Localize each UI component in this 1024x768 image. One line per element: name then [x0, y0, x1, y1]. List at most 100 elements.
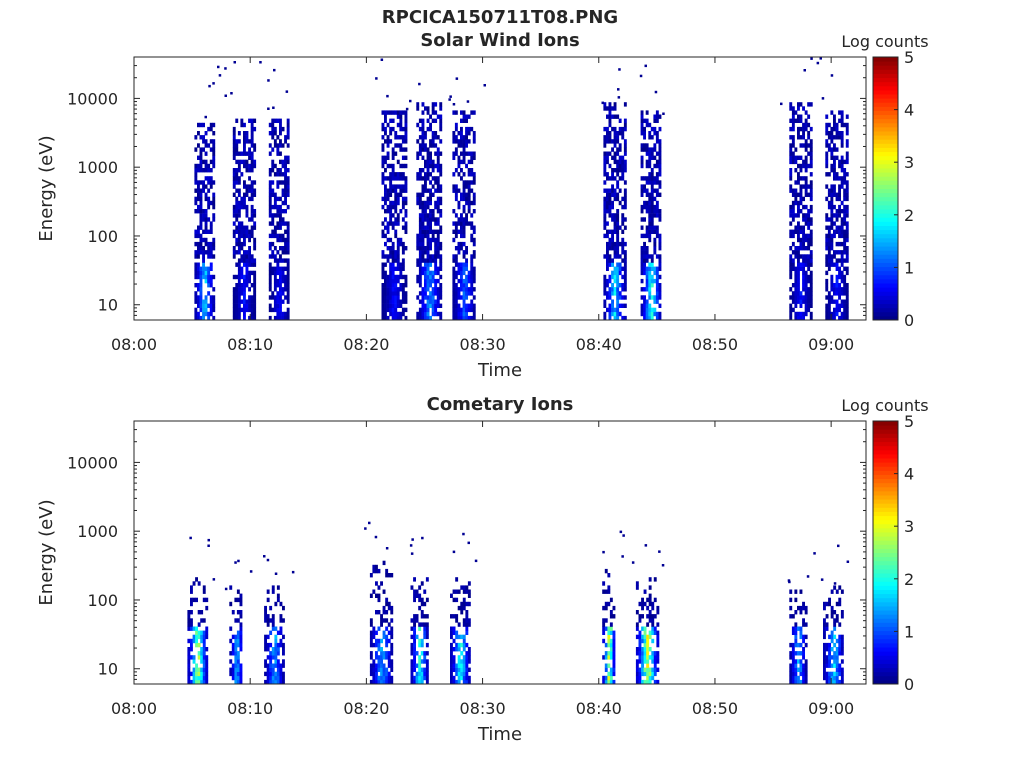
- heatmap-cell: [472, 180, 476, 185]
- heatmap-cell: [279, 626, 283, 631]
- heatmap-cell: [472, 131, 476, 136]
- heatmap-cell: [653, 295, 657, 300]
- heatmap-cell: [648, 577, 652, 582]
- heatmap-cell: [797, 102, 800, 107]
- heatmap-cell: [843, 278, 847, 284]
- heatmap-cell: [401, 172, 405, 177]
- colorbar-segment: [873, 610, 898, 615]
- heatmap-cell: [271, 675, 275, 681]
- heatmap-cell: [369, 667, 373, 672]
- heatmap-cell: [650, 172, 654, 177]
- heatmap-cell: [429, 139, 432, 144]
- heatmap-cell: [436, 299, 440, 304]
- heatmap-cell: [608, 258, 612, 263]
- heatmap-cell: [389, 180, 393, 185]
- heatmap-cell: [457, 663, 461, 668]
- heatmap-cell: [380, 651, 383, 656]
- heatmap-cell: [426, 295, 430, 300]
- heatmap-cell: [200, 630, 204, 635]
- heatmap-cell: [231, 675, 235, 681]
- heatmap-cell: [279, 233, 282, 239]
- heatmap-cell: [465, 651, 469, 656]
- heatmap-cell: [656, 679, 660, 685]
- heatmap-cell: [462, 315, 466, 321]
- heatmap-cell: [653, 655, 657, 660]
- heatmap-cell: [418, 638, 422, 644]
- heatmap-cell: [799, 311, 803, 317]
- colorbar-segment: [873, 106, 898, 111]
- heatmap-cell: [472, 287, 476, 292]
- heatmap-cell: [467, 159, 471, 165]
- heatmap-cell: [835, 126, 839, 132]
- heatmap-cell: [434, 278, 438, 284]
- heatmap-cell: [648, 610, 652, 615]
- heatmap-cell: [421, 110, 425, 115]
- heatmap-cell: [608, 139, 612, 144]
- heatmap-cell: [232, 250, 236, 255]
- heatmap-cell: [618, 168, 622, 173]
- heatmap-cell: [462, 143, 466, 148]
- heatmap-cell: [838, 287, 841, 292]
- heatmap-cell: [465, 283, 468, 288]
- heatmap-cell: [789, 663, 793, 668]
- heatmap-cell: [462, 278, 466, 284]
- heatmap-cell: [823, 671, 826, 677]
- heatmap-cell: [204, 143, 208, 148]
- heatmap-cell: [396, 143, 400, 148]
- heatmap-cell: [209, 266, 213, 271]
- heatmap-cell: [268, 241, 272, 247]
- heatmap-cell: [460, 126, 463, 132]
- heatmap-cell: [268, 246, 272, 251]
- heatmap-cell: [802, 176, 805, 181]
- heatmap-outlier: [821, 97, 825, 100]
- heatmap-cell: [603, 254, 607, 259]
- heatmap-cell: [390, 647, 394, 652]
- heatmap-cell: [643, 311, 646, 317]
- heatmap-cell: [281, 258, 285, 263]
- colorbar-segment: [873, 307, 898, 313]
- heatmap-cell: [623, 196, 627, 202]
- heatmap-cell: [470, 283, 474, 288]
- heatmap-cell: [833, 250, 836, 255]
- colorbar-segment: [873, 581, 898, 586]
- heatmap-cell: [282, 618, 285, 623]
- heatmap-cell: [612, 634, 616, 640]
- heatmap-cell: [606, 200, 609, 206]
- heatmap-cell: [266, 671, 270, 677]
- heatmap-cell: [401, 188, 405, 193]
- heatmap-cell: [386, 246, 390, 251]
- heatmap-cell: [386, 291, 390, 296]
- heatmap-cell: [462, 667, 466, 672]
- heatmap-cell: [439, 266, 443, 271]
- heatmap-cell: [429, 221, 432, 226]
- heatmap-cell: [616, 196, 620, 202]
- heatmap-cell: [271, 622, 275, 627]
- heatmap-cell: [838, 159, 841, 165]
- heatmap-cell: [394, 311, 398, 317]
- heatmap-cell: [609, 655, 613, 660]
- heatmap-cell: [802, 622, 805, 627]
- heatmap-cell: [410, 642, 414, 648]
- colorbar-segment: [873, 589, 898, 595]
- heatmap-cell: [385, 655, 389, 660]
- heatmap-cell: [789, 258, 793, 263]
- heatmap-cell: [621, 274, 625, 280]
- heatmap-cell: [269, 605, 273, 611]
- heatmap-cell: [212, 307, 216, 313]
- heatmap-cell: [612, 663, 616, 668]
- heatmap-cell: [212, 196, 216, 202]
- heatmap-cell: [399, 126, 403, 132]
- heatmap-cell: [467, 655, 471, 660]
- colorbar-segment: [873, 663, 898, 669]
- heatmap-cell: [195, 642, 198, 648]
- heatmap-cell: [609, 610, 613, 615]
- heatmap-cell: [192, 626, 196, 631]
- heatmap-cell: [472, 266, 476, 271]
- heatmap-cell: [797, 278, 800, 284]
- heatmap-cell: [399, 237, 403, 243]
- heatmap-cell: [194, 147, 198, 152]
- heatmap-cell: [835, 213, 839, 218]
- heatmap-cell: [429, 295, 432, 300]
- heatmap-cell: [825, 663, 829, 668]
- heatmap-cell: [418, 299, 422, 304]
